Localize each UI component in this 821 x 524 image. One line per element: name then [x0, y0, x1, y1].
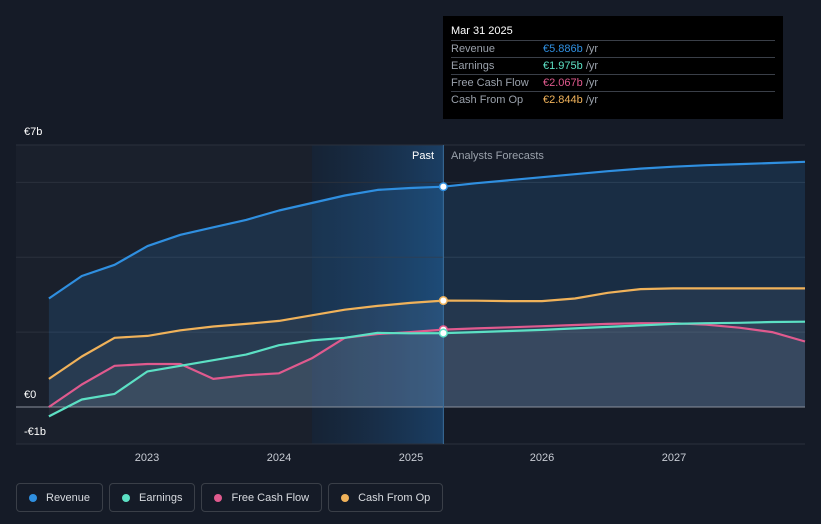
- y-tick-label: -€1b: [24, 426, 47, 438]
- tooltip-value-earnings: €1.975b /yr: [543, 60, 599, 72]
- tooltip-row-earnings: Earnings €1.975b /yr: [451, 57, 775, 75]
- tooltip-label: Revenue: [451, 43, 496, 55]
- tooltip: Mar 31 2025 Revenue €5.886b /yr Earnings…: [443, 16, 783, 119]
- area-cash-from-op: [48, 288, 805, 407]
- dot-icon: [214, 493, 223, 502]
- legend: Revenue Earnings Free Cash Flow Cash Fro…: [16, 483, 444, 512]
- legend-item-cash-from-op[interactable]: Cash From Op: [328, 483, 444, 512]
- series-line-revenue: [48, 160, 806, 300]
- y-tick-label: €7b: [24, 126, 43, 138]
- tooltip-row-cfo: Cash From Op €2.844b /yr: [451, 91, 775, 109]
- series-line-earnings: [48, 320, 806, 418]
- area-earnings: [48, 321, 805, 417]
- dot-icon: [122, 493, 131, 502]
- past-label: Past: [412, 150, 435, 162]
- past-highlight: [311, 145, 444, 444]
- marker-cash-from-op: [438, 296, 448, 306]
- tooltip-row-fcf: Free Cash Flow €2.067b /yr: [451, 74, 775, 92]
- marker-earnings: [438, 328, 448, 338]
- x-tick-label: 2023: [134, 452, 160, 464]
- legend-item-revenue[interactable]: Revenue: [16, 483, 104, 512]
- dot-icon: [29, 493, 37, 502]
- tooltip-row-revenue: Revenue €5.886b /yr: [451, 40, 775, 58]
- tooltip-value-fcf: €2.067b /yr: [543, 77, 599, 89]
- forecast-label: Analysts Forecasts: [451, 150, 544, 162]
- dot-icon: [341, 493, 350, 502]
- tooltip-label: Cash From Op: [451, 94, 524, 106]
- area-free-cash-flow: [48, 323, 805, 407]
- y-tick-label: €0: [24, 389, 37, 401]
- x-tick-label: 2026: [529, 452, 555, 464]
- area-revenue: [48, 161, 805, 407]
- tooltip-value-revenue: €5.886b /yr: [543, 43, 599, 55]
- marker-revenue: [438, 182, 448, 192]
- x-tick-label: 2025: [398, 452, 424, 464]
- series-line-cash-from-op: [48, 287, 805, 380]
- tooltip-label: Free Cash Flow: [451, 77, 529, 89]
- legend-item-earnings[interactable]: Earnings: [109, 483, 196, 512]
- tooltip-date: Mar 31 2025: [451, 25, 513, 37]
- tooltip-label: Earnings: [451, 60, 495, 72]
- legend-item-free-cash-flow[interactable]: Free Cash Flow: [201, 483, 323, 512]
- x-tick-label: 2027: [661, 452, 687, 464]
- tooltip-value-cfo: €2.844b /yr: [543, 94, 599, 106]
- past-background: [16, 145, 312, 444]
- x-tick-label: 2024: [266, 452, 292, 464]
